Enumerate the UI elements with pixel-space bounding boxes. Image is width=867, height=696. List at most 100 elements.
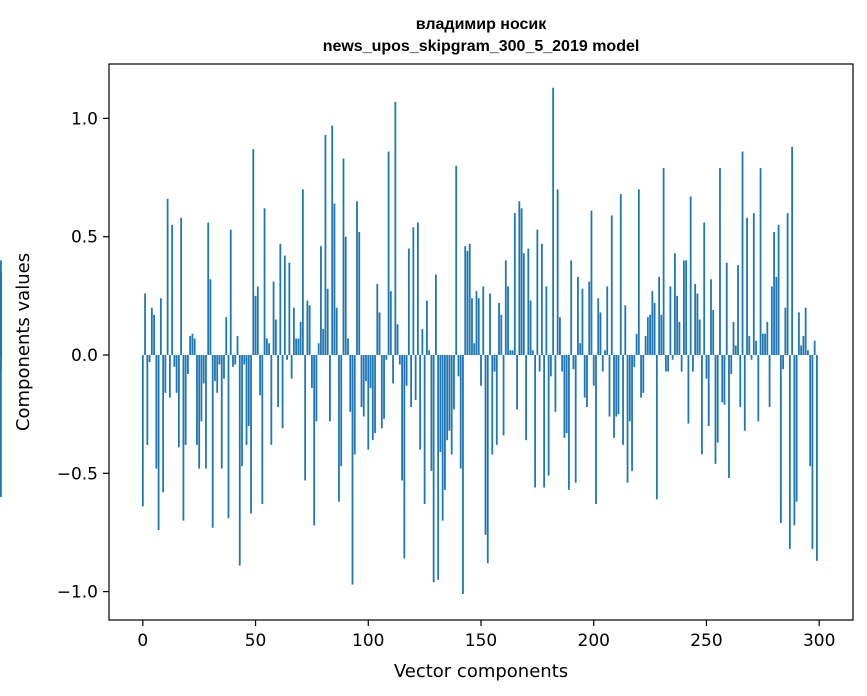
bar [216, 355, 219, 393]
y-tick-label: 0.5 [71, 228, 98, 248]
bar [606, 286, 609, 356]
bar [716, 355, 719, 443]
bar [306, 300, 309, 356]
bar [394, 101, 397, 356]
bar [737, 265, 739, 356]
bar [232, 355, 234, 367]
bar [175, 355, 178, 393]
y-tick-label: 1.0 [71, 109, 98, 129]
bar [365, 355, 367, 382]
bar [631, 355, 633, 471]
bar [583, 355, 586, 398]
bar [556, 189, 559, 356]
bar [725, 262, 728, 356]
bar [371, 355, 374, 441]
bar [254, 295, 257, 356]
bar [326, 288, 329, 356]
bar [723, 355, 726, 405]
bar [159, 298, 162, 356]
bar [265, 338, 268, 356]
bar [538, 355, 541, 372]
bar [403, 355, 406, 559]
bar [644, 336, 647, 356]
bar [437, 355, 440, 580]
bar [734, 345, 737, 356]
bar [207, 222, 210, 356]
bar [277, 355, 279, 408]
y-tick-label: −1.0 [57, 583, 98, 603]
bar [283, 255, 286, 356]
bar [804, 307, 807, 356]
bar [383, 355, 385, 419]
bar [272, 281, 275, 356]
bar [245, 355, 248, 445]
bar [809, 355, 812, 467]
bar [315, 355, 318, 422]
bar [311, 355, 313, 389]
bar [601, 355, 604, 372]
bar [247, 355, 250, 426]
bar [793, 355, 796, 526]
bar [410, 355, 413, 408]
bar [193, 338, 196, 356]
bar [610, 215, 613, 356]
x-tick-label: 250 [690, 631, 722, 651]
bar [689, 196, 692, 356]
x-tick-label: 0 [137, 631, 148, 651]
bar [250, 355, 252, 514]
bar [739, 355, 742, 408]
bar [719, 168, 721, 356]
bar [155, 355, 158, 469]
bar [261, 355, 264, 505]
bar [324, 134, 327, 356]
bar [308, 305, 311, 356]
bar [416, 222, 419, 356]
chart-title-line-1: владимир носик [416, 16, 548, 33]
x-tick-label: 300 [803, 631, 835, 651]
bar [807, 350, 809, 356]
bar [196, 355, 198, 445]
bar [712, 310, 715, 356]
bar [335, 307, 338, 356]
bar [779, 355, 782, 523]
bar [586, 355, 588, 408]
bar [333, 203, 336, 356]
bar [238, 355, 241, 566]
bar [322, 328, 325, 356]
bar [162, 355, 165, 493]
bar [392, 355, 394, 384]
bar [563, 355, 566, 438]
bar [351, 355, 354, 585]
bar [547, 355, 550, 476]
bar [568, 355, 570, 490]
bar [687, 355, 690, 424]
bar [164, 355, 167, 393]
bar [626, 355, 629, 483]
bar [292, 307, 295, 356]
bar [714, 355, 717, 464]
bar [658, 276, 661, 356]
bar [628, 355, 631, 422]
bar [698, 319, 701, 356]
bar [597, 298, 600, 356]
bar [671, 355, 674, 360]
bar [680, 355, 683, 372]
bar [220, 355, 223, 469]
bar [678, 321, 681, 356]
bar [642, 355, 645, 393]
bar [290, 355, 293, 379]
bar [802, 336, 805, 356]
bar [299, 321, 302, 356]
bar [509, 350, 512, 356]
bar [777, 224, 780, 356]
bar [498, 302, 500, 356]
bar [615, 355, 618, 417]
bar [633, 355, 636, 367]
bar [770, 286, 773, 356]
bar [707, 355, 710, 426]
bar [813, 340, 816, 356]
bar [340, 355, 343, 467]
x-tick-label: 50 [245, 631, 267, 651]
bar [664, 355, 667, 372]
bar [338, 355, 340, 502]
